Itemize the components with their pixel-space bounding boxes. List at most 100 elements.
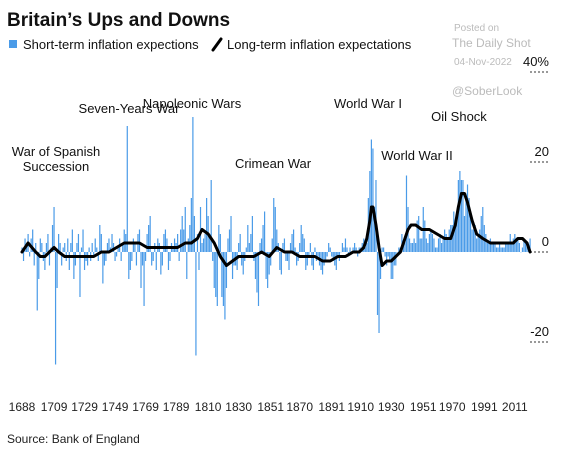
bar [61, 252, 63, 266]
y-tick-label: 20 [535, 144, 549, 159]
bar [436, 247, 438, 252]
x-tick-label: 1729 [71, 400, 98, 414]
bar [283, 238, 286, 252]
x-tick-label: 1970 [439, 400, 466, 414]
y-tick-label: 0 [542, 234, 549, 249]
bar [491, 243, 493, 252]
bar [186, 252, 188, 279]
bar [80, 247, 83, 252]
bar [439, 234, 441, 252]
bar [251, 216, 253, 252]
x-tick-label: 1769 [132, 400, 159, 414]
bar [48, 252, 51, 266]
bar [288, 252, 290, 270]
bar [114, 252, 116, 261]
bar [227, 238, 229, 252]
watermark: Posted on [454, 23, 499, 34]
bar [370, 139, 372, 252]
bar [83, 252, 86, 270]
bar [411, 243, 414, 252]
bar [447, 238, 449, 252]
bar [260, 238, 263, 252]
bar [143, 252, 145, 306]
bar [254, 252, 257, 279]
bar [206, 198, 208, 252]
bar [163, 234, 165, 252]
bar [106, 243, 109, 252]
bar [497, 247, 499, 252]
bar [181, 216, 183, 252]
bar [500, 247, 502, 252]
x-tick-label: 1910 [347, 400, 374, 414]
bar [123, 229, 125, 252]
bar [424, 220, 426, 252]
bar [448, 229, 450, 252]
bar [289, 243, 292, 252]
bar [280, 252, 282, 275]
bar [308, 252, 310, 257]
x-tick-label: 1870 [286, 400, 313, 414]
bar [265, 252, 267, 279]
bar [492, 243, 495, 252]
annotation: War of Spanish Succession [11, 144, 101, 174]
bar [178, 252, 180, 261]
bar [331, 252, 333, 257]
legend-swatch [211, 37, 223, 52]
bar [263, 211, 266, 252]
bar [427, 243, 429, 252]
line [20, 192, 532, 267]
bar [117, 247, 119, 252]
bar [100, 234, 102, 252]
bar [296, 252, 298, 266]
bar [219, 234, 221, 252]
bar [149, 216, 151, 252]
bar [108, 238, 110, 252]
bar [291, 234, 293, 252]
bar [146, 234, 148, 252]
bar [166, 238, 168, 252]
bar [456, 211, 458, 252]
bar [248, 243, 250, 252]
bar [276, 229, 278, 252]
bar [273, 198, 275, 252]
bar [341, 243, 344, 252]
bar [183, 229, 185, 252]
bar [352, 247, 354, 252]
bar [82, 229, 84, 252]
bar [508, 243, 510, 252]
bar [141, 252, 144, 266]
bar [413, 238, 415, 252]
bar [376, 252, 379, 315]
bar [257, 252, 260, 306]
bar [44, 252, 46, 270]
bar [421, 238, 423, 252]
bar [326, 252, 328, 257]
bar [386, 252, 388, 266]
bar [91, 243, 93, 252]
bar [210, 180, 212, 252]
bar [410, 243, 412, 252]
bar [521, 247, 524, 252]
bar [440, 243, 443, 252]
bar [88, 247, 90, 252]
bar [482, 207, 484, 252]
bar [515, 238, 517, 252]
bar [216, 252, 218, 306]
bar [45, 243, 48, 252]
bar [462, 180, 464, 252]
bar [337, 252, 339, 257]
bar [79, 252, 81, 297]
bar [418, 216, 420, 252]
bar [476, 238, 478, 252]
bar [198, 252, 200, 270]
bar [529, 238, 531, 252]
bar [99, 225, 101, 252]
bar [193, 216, 196, 252]
bar [505, 243, 507, 252]
bar [346, 247, 348, 252]
bar [383, 247, 385, 252]
bar [202, 238, 205, 252]
bar [477, 234, 479, 252]
